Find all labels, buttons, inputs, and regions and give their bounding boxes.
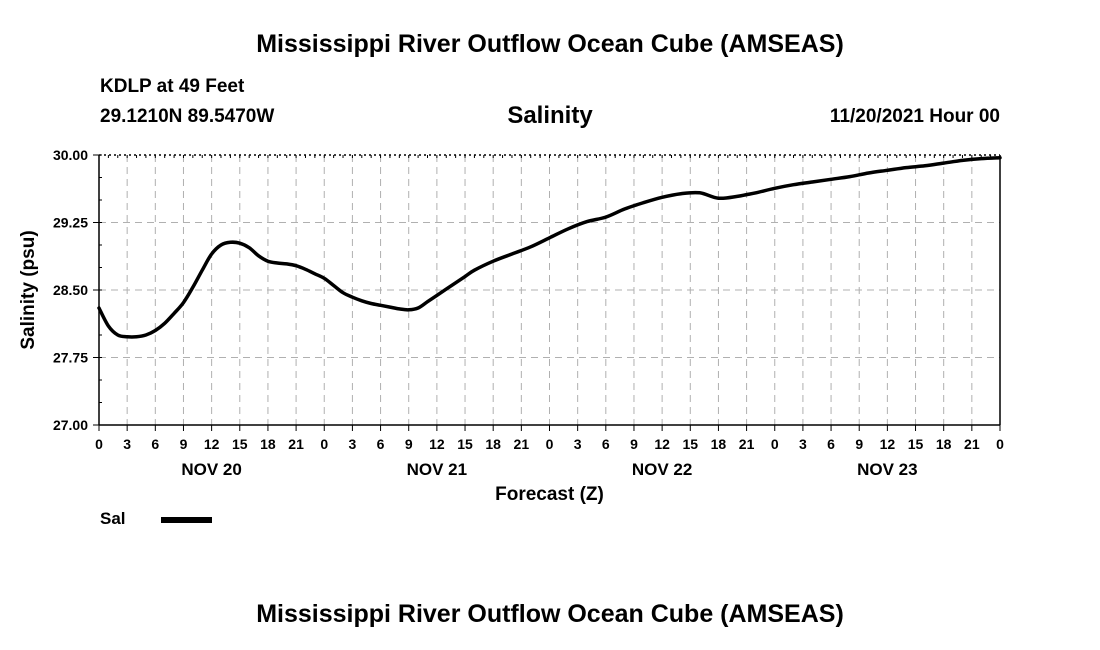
x-tick-label: 9 bbox=[855, 436, 863, 452]
page-title: Mississippi River Outflow Ocean Cube (AM… bbox=[256, 30, 844, 58]
day-label: NOV 21 bbox=[407, 460, 467, 479]
x-tick-label: 6 bbox=[827, 436, 835, 452]
x-tick-label: 3 bbox=[349, 436, 357, 452]
series-line-sal bbox=[97, 155, 1002, 339]
x-tick-label: 3 bbox=[574, 436, 582, 452]
x-axis-label: Forecast (Z) bbox=[495, 484, 604, 505]
x-tick-label: 21 bbox=[288, 436, 304, 452]
x-tick-label: 12 bbox=[654, 436, 670, 452]
legend-label: Sal bbox=[100, 509, 126, 528]
x-tick-label: 0 bbox=[771, 436, 779, 452]
x-tick-label: 9 bbox=[180, 436, 188, 452]
x-tick-label: 15 bbox=[682, 436, 698, 452]
x-tick-label: 6 bbox=[151, 436, 159, 452]
y-tick-label: 29.25 bbox=[53, 215, 88, 231]
x-tick-label: 0 bbox=[320, 436, 328, 452]
x-tick-label: 9 bbox=[405, 436, 413, 452]
station-name: KDLP at 49 Feet bbox=[100, 76, 245, 97]
x-tick-label: 18 bbox=[260, 436, 276, 452]
x-tick-label: 3 bbox=[799, 436, 807, 452]
x-tick-label: 21 bbox=[739, 436, 755, 452]
x-tick-label: 15 bbox=[908, 436, 924, 452]
footer-title: Mississippi River Outflow Ocean Cube (AM… bbox=[256, 600, 844, 628]
x-tick-label: 15 bbox=[232, 436, 248, 452]
x-tick-label: 0 bbox=[95, 436, 103, 452]
x-tick-label: 18 bbox=[936, 436, 952, 452]
day-label: NOV 20 bbox=[181, 460, 241, 479]
x-tick-label: 12 bbox=[880, 436, 896, 452]
x-tick-label: 0 bbox=[996, 436, 1004, 452]
x-tick-label: 12 bbox=[204, 436, 220, 452]
y-tick-label: 28.50 bbox=[53, 282, 88, 298]
chart-title: Salinity bbox=[507, 102, 593, 129]
y-tick-label: 27.00 bbox=[53, 417, 88, 433]
x-tick-label: 18 bbox=[485, 436, 501, 452]
x-tick-label: 15 bbox=[457, 436, 473, 452]
x-tick-label: 21 bbox=[514, 436, 530, 452]
x-tick-label: 9 bbox=[630, 436, 638, 452]
x-tick-label: 12 bbox=[429, 436, 445, 452]
day-label: NOV 22 bbox=[632, 460, 692, 479]
x-tick-label: 6 bbox=[602, 436, 610, 452]
forecast-date: 11/20/2021 Hour 00 bbox=[829, 106, 1000, 127]
x-tick-label: 18 bbox=[711, 436, 727, 452]
legend-line-swatch bbox=[161, 517, 212, 523]
x-tick-label: 21 bbox=[964, 436, 980, 452]
x-tick-label: 6 bbox=[377, 436, 385, 452]
day-label: NOV 23 bbox=[857, 460, 917, 479]
y-axis-label: Salinity (psu) bbox=[18, 230, 39, 349]
y-tick-label: 27.75 bbox=[53, 350, 88, 366]
station-coords: 29.1210N 89.5470W bbox=[100, 106, 275, 127]
x-tick-label: 0 bbox=[546, 436, 554, 452]
y-tick-label: 30.00 bbox=[53, 147, 88, 163]
x-tick-label: 3 bbox=[123, 436, 131, 452]
